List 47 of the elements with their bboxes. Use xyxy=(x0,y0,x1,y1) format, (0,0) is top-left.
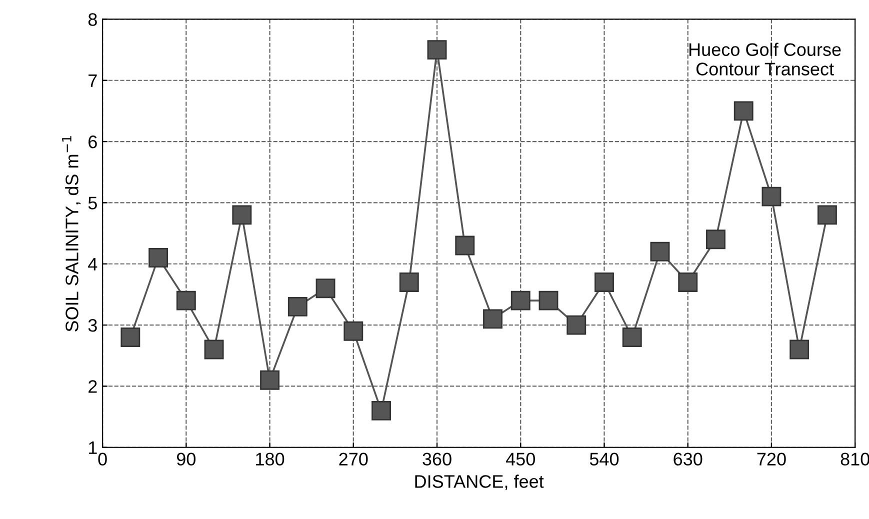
x-tick-label: 270 xyxy=(339,452,368,466)
annotation: Hueco Golf Course Contour Transect xyxy=(690,42,841,76)
point xyxy=(399,272,419,292)
point xyxy=(344,321,364,341)
point xyxy=(372,400,391,420)
point xyxy=(594,272,614,292)
point xyxy=(204,340,224,360)
point xyxy=(232,205,252,225)
x-tick-label: 810 xyxy=(840,452,869,466)
point xyxy=(790,340,810,360)
point xyxy=(566,315,586,335)
y-axis-title: SOIL SALINITY, dS m$^{−1}$ xyxy=(62,136,81,332)
point xyxy=(427,40,447,60)
x-tick-label: 0 xyxy=(98,452,107,466)
point xyxy=(316,278,336,298)
point xyxy=(483,309,502,329)
point xyxy=(120,328,140,347)
point xyxy=(148,248,168,268)
point xyxy=(288,296,308,316)
point xyxy=(510,290,530,310)
point xyxy=(260,370,280,390)
x-tick-label: 450 xyxy=(506,452,535,466)
point xyxy=(622,328,642,347)
y-tick-label: 3 xyxy=(88,318,97,332)
y-tick-label: 6 xyxy=(88,135,97,148)
y-tick-label: 4 xyxy=(88,258,98,270)
x-tick-label: 90 xyxy=(176,452,196,466)
x-tick-label: 720 xyxy=(757,452,786,466)
x-tick-label: 630 xyxy=(674,452,702,466)
y-tick-label: 5 xyxy=(88,196,97,210)
y-tick-label: 7 xyxy=(88,74,97,87)
point xyxy=(678,272,698,292)
point xyxy=(706,230,726,250)
point xyxy=(734,101,754,121)
x-axis-title: DISTANCE, feet xyxy=(415,474,544,490)
x-tick-label: 180 xyxy=(256,452,284,466)
point xyxy=(650,242,670,262)
y-tick-label: 8 xyxy=(88,13,97,26)
x-tick-label: 540 xyxy=(590,452,619,466)
point xyxy=(818,205,837,225)
y-tick-label: 2 xyxy=(88,380,97,393)
point xyxy=(538,290,558,310)
y-tick-label: 1 xyxy=(89,442,97,454)
point xyxy=(455,236,475,256)
x-tick-label: 360 xyxy=(422,452,452,466)
point xyxy=(176,290,196,310)
point xyxy=(762,186,782,206)
